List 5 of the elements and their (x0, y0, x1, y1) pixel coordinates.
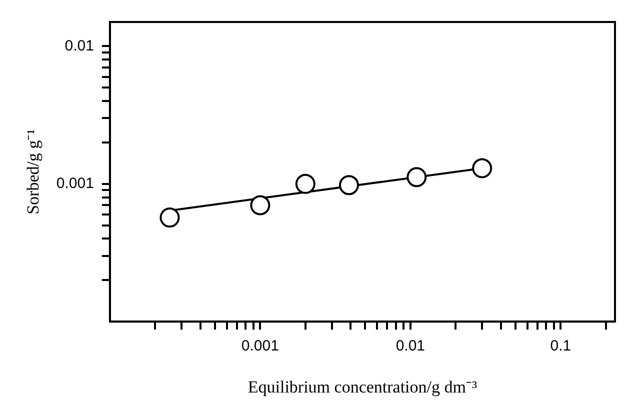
x-tick-label: 0.001 (241, 338, 279, 355)
x-tick-label: 0.1 (550, 338, 572, 355)
x-tick-label: 0.01 (396, 338, 426, 355)
x-axis-title: Equilibrium concentration/g dm⁻³ (248, 377, 478, 396)
y-axis-title: Sorbed/g g⁻¹ (24, 129, 43, 214)
